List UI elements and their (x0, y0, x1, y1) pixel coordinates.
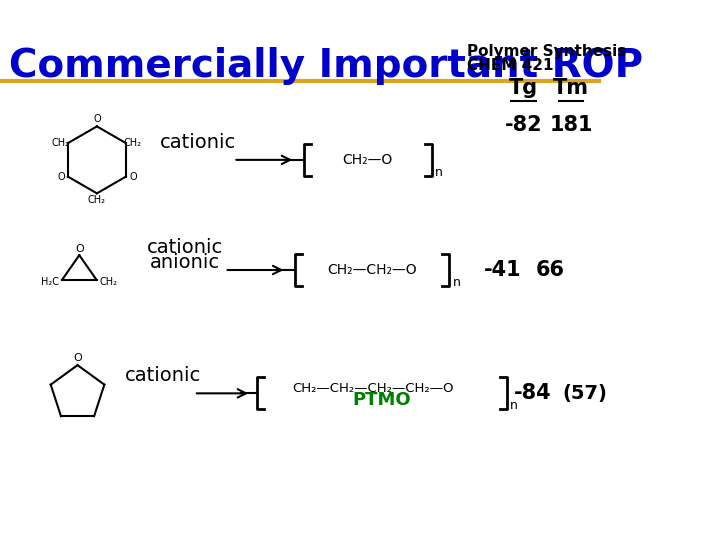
Text: -84: -84 (514, 383, 552, 403)
Text: H₂C: H₂C (41, 276, 59, 287)
Text: CH₂: CH₂ (124, 138, 142, 148)
Text: 66: 66 (536, 260, 565, 280)
Text: O: O (73, 353, 82, 363)
Text: CH₂—O: CH₂—O (343, 153, 393, 167)
Text: Tg: Tg (509, 78, 538, 98)
Text: Tm: Tm (553, 78, 589, 98)
Text: n: n (436, 166, 443, 179)
Text: anionic: anionic (150, 253, 220, 273)
Text: cationic: cationic (160, 133, 236, 152)
Text: CH₂—CH₂—CH₂—CH₂—O: CH₂—CH₂—CH₂—CH₂—O (292, 382, 454, 395)
Text: CH₂: CH₂ (52, 138, 70, 148)
Text: CHEM 421: CHEM 421 (467, 58, 554, 73)
Text: CH₂: CH₂ (100, 276, 118, 287)
Text: n: n (510, 399, 518, 412)
Text: O: O (129, 172, 137, 181)
Text: O: O (57, 172, 65, 181)
Text: cationic: cationic (125, 366, 201, 385)
Text: CH₂—CH₂—O: CH₂—CH₂—O (328, 263, 417, 277)
Text: (57): (57) (562, 384, 608, 403)
Text: -82: -82 (505, 114, 542, 134)
Text: 181: 181 (549, 114, 593, 134)
Text: O: O (93, 114, 101, 124)
Text: -41: -41 (485, 260, 522, 280)
Text: Commercially Important ROP: Commercially Important ROP (9, 46, 643, 85)
Text: cationic: cationic (147, 239, 223, 258)
Text: PTMO: PTMO (353, 392, 411, 409)
Text: n: n (453, 276, 461, 289)
Text: CH₂: CH₂ (88, 195, 106, 205)
Text: O: O (75, 244, 84, 254)
Text: Polymer Synthesis: Polymer Synthesis (467, 44, 626, 59)
